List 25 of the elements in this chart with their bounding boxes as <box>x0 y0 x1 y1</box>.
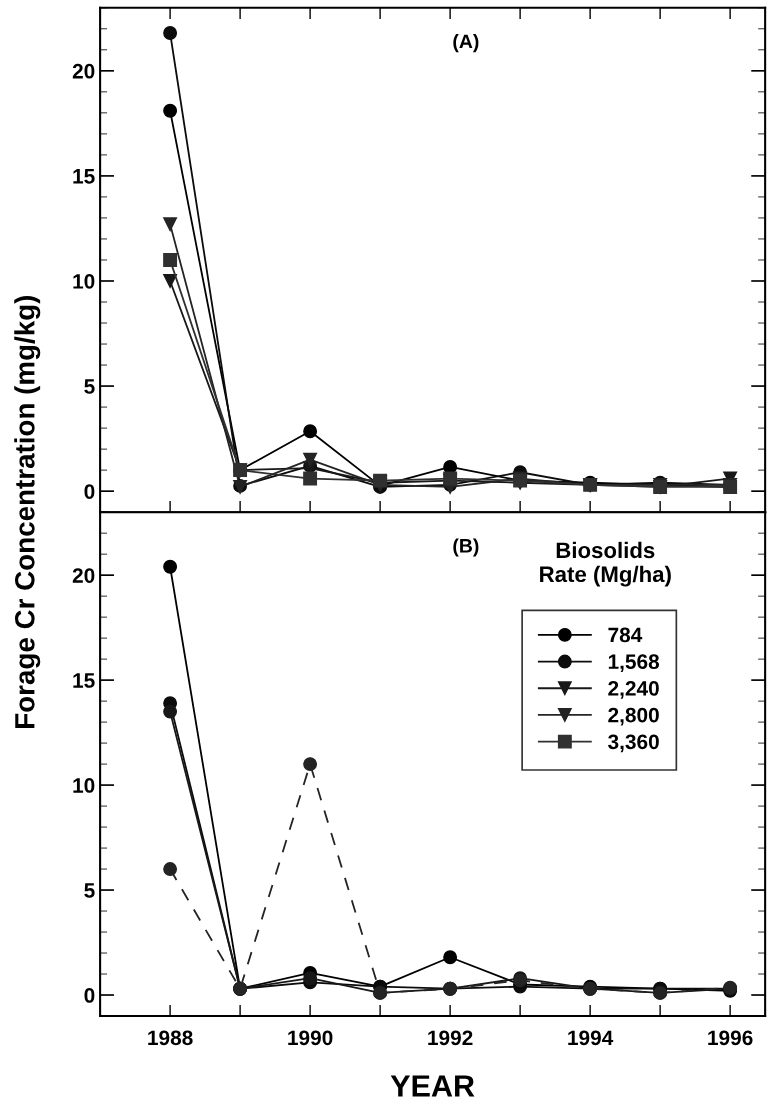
y-tick-label: 5 <box>84 883 95 898</box>
y-tick-label: 10 <box>73 273 95 289</box>
x-tick-label: 1994 <box>568 1030 614 1046</box>
x-tick-label: 1990 <box>288 1030 333 1046</box>
annotation: (A) <box>453 34 479 53</box>
y-tick-label: 0 <box>84 988 95 1003</box>
y-tick-label: 15 <box>73 673 95 688</box>
y-tick-label: 10 <box>73 778 95 793</box>
x-tick-label: 1992 <box>428 1030 473 1046</box>
legend-label: 1,568 <box>608 654 660 673</box>
legend-label: 2,800 <box>608 707 659 726</box>
x-axis-title: YEAR <box>390 1075 475 1097</box>
x-tick-label: 1996 <box>708 1030 753 1046</box>
legend-label: 784 <box>608 627 643 643</box>
legend-title: Biosolids Rate (Mg/ha) <box>540 541 671 587</box>
annotation: (B) <box>453 538 479 557</box>
y-tick-label: 15 <box>73 169 95 184</box>
y-axis-title: Forage Cr Concentration (mg/kg) <box>14 295 41 728</box>
y-tick-label: 5 <box>84 379 95 394</box>
y-tick-label: 0 <box>84 484 95 499</box>
x-tick-label: 1988 <box>148 1030 193 1046</box>
legend-label: 3,360 <box>608 734 659 753</box>
y-tick-label: 20 <box>72 63 95 79</box>
y-tick-label: 20 <box>72 568 95 583</box>
legend-label: 2,240 <box>608 681 659 699</box>
